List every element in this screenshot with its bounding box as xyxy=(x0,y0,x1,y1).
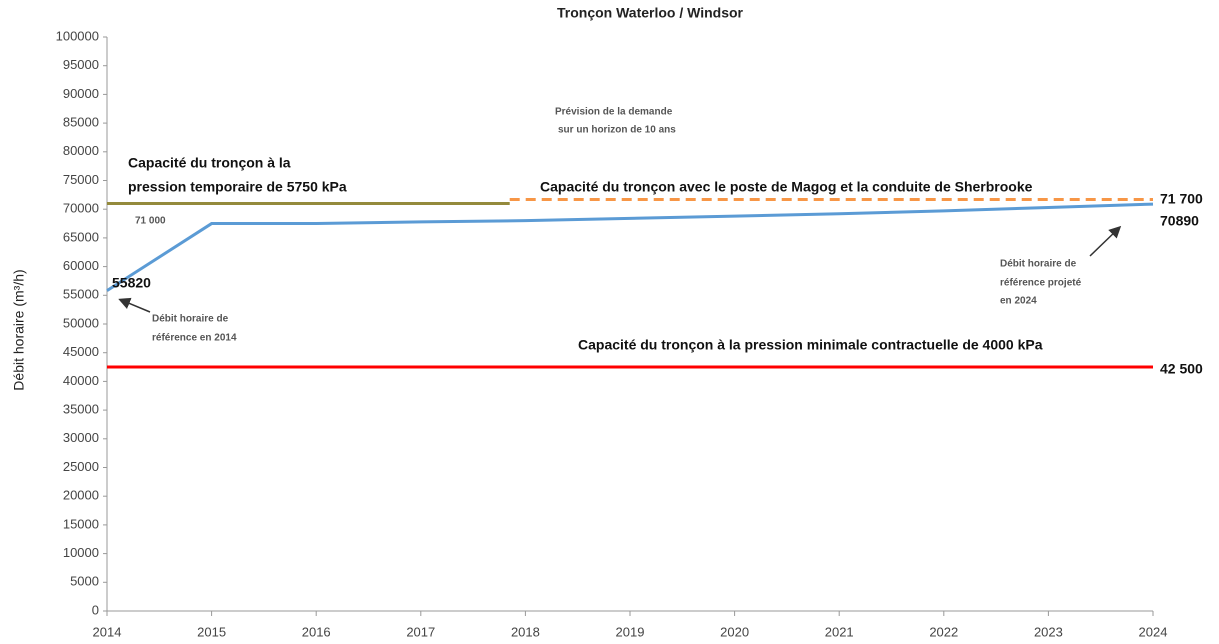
annotation: Débit horaire de xyxy=(152,314,229,325)
series-line xyxy=(106,202,1154,292)
x-tick-label: 2020 xyxy=(720,624,749,639)
annotation: Débit horaire de xyxy=(1000,259,1077,270)
y-tick-label: 75000 xyxy=(63,172,99,187)
x-tick-label: 2014 xyxy=(93,624,122,639)
annotation: référence en 2014 xyxy=(152,333,237,344)
x-tick-label: 2016 xyxy=(302,624,331,639)
y-tick-label: 80000 xyxy=(63,143,99,158)
x-tick-label: 2021 xyxy=(825,624,854,639)
annotation: référence projeté xyxy=(1000,278,1082,289)
y-tick-label: 95000 xyxy=(63,57,99,72)
y-tick-label: 0 xyxy=(92,602,99,617)
y-tick-label: 100000 xyxy=(56,28,99,43)
x-tick-label: 2023 xyxy=(1034,624,1063,639)
data-label: 70890 xyxy=(1160,213,1199,229)
arrow xyxy=(118,297,151,313)
annotation: Prévision de la demande xyxy=(555,107,673,118)
annotation: sur un horizon de 10 ans xyxy=(558,125,676,136)
y-tick-label: 35000 xyxy=(63,402,99,417)
y-tick-label: 30000 xyxy=(63,430,99,445)
annotation: Capacité du tronçon à la pression minima… xyxy=(578,337,1043,353)
y-tick-label: 5000 xyxy=(70,574,99,589)
y-tick-label: 10000 xyxy=(63,545,99,560)
y-tick-label: 70000 xyxy=(63,201,99,216)
x-tick-label: 2022 xyxy=(929,624,958,639)
annotation: en 2024 xyxy=(1000,296,1037,307)
y-tick-label: 45000 xyxy=(63,344,99,359)
y-tick-label: 85000 xyxy=(63,115,99,130)
y-tick-label: 60000 xyxy=(63,258,99,273)
y-tick-label: 25000 xyxy=(63,459,99,474)
y-tick-label: 50000 xyxy=(63,315,99,330)
y-tick-label: 90000 xyxy=(63,86,99,101)
data-label: 42 500 xyxy=(1160,361,1203,377)
y-tick-label: 40000 xyxy=(63,373,99,388)
y-tick-label: 20000 xyxy=(63,488,99,503)
annotation: Capacité du tronçon à la xyxy=(128,155,291,171)
x-tick-label: 2018 xyxy=(511,624,540,639)
annotation: pression temporaire de 5750 kPa xyxy=(128,179,347,195)
y-tick-label: 65000 xyxy=(63,229,99,244)
x-tick-label: 2019 xyxy=(616,624,645,639)
x-tick-label: 2024 xyxy=(1139,624,1168,639)
y-tick-label: 15000 xyxy=(63,516,99,531)
y-axis-label: Débit horaire (m³/h) xyxy=(11,269,27,390)
data-label: 71 000 xyxy=(135,216,166,227)
x-tick-label: 2015 xyxy=(197,624,226,639)
annotation: Capacité du tronçon avec le poste de Mag… xyxy=(540,179,1033,195)
data-label: 71 700 xyxy=(1160,191,1203,207)
data-label: 55820 xyxy=(112,275,151,291)
arrow xyxy=(1089,225,1122,257)
chart-title: Tronçon Waterloo / Windsor xyxy=(557,5,744,21)
y-tick-label: 55000 xyxy=(63,287,99,302)
x-tick-label: 2017 xyxy=(406,624,435,639)
